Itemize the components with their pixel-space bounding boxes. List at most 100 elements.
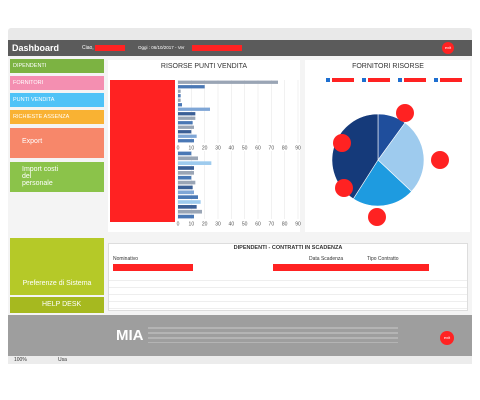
- menu-item[interactable]: PUNTI VENDITA: [10, 93, 104, 107]
- tile-label: Export: [22, 138, 43, 145]
- bar: [178, 89, 181, 93]
- x-tick-label: 10: [189, 221, 195, 227]
- bar: [178, 85, 205, 89]
- menu-item[interactable]: RICHIESTE ASSENZA: [10, 110, 104, 124]
- redacted: [368, 78, 390, 82]
- bar: [178, 205, 197, 209]
- chart-title: FORNITORI RISORSE: [352, 63, 424, 70]
- status-bar: 100% Usa: [8, 356, 472, 364]
- exit-button[interactable]: exit: [442, 42, 454, 54]
- header: Dashboard Ciao, Oggi : 06/10/2017 - Ver …: [8, 40, 472, 56]
- greeting: Ciao,: [82, 45, 94, 51]
- bar: [178, 190, 194, 195]
- bar: [178, 80, 278, 84]
- x-tick-label: 80: [282, 221, 288, 227]
- pie-slice: [352, 159, 412, 207]
- bar: [178, 94, 181, 98]
- bar: [178, 116, 196, 120]
- redacted: [368, 208, 386, 226]
- x-tick-label: 40: [229, 221, 235, 227]
- x-tick-label: 70: [269, 145, 275, 151]
- preferences-tile[interactable]: Preferenze di Sistema: [10, 238, 104, 295]
- header-title: Dashboard: [12, 43, 60, 53]
- redacted: [113, 264, 193, 271]
- bar: [178, 130, 192, 134]
- table: DIPENDENTI - CONTRATTI IN SCADENZA Nomin…: [108, 243, 468, 311]
- redacted: [333, 134, 351, 152]
- bar: [178, 171, 194, 175]
- x-tick-label: 30: [215, 145, 221, 151]
- x-tick-label: 0: [177, 145, 180, 151]
- legend-swatch: [398, 78, 402, 82]
- bar: [178, 151, 192, 156]
- x-tick-label: 10: [189, 145, 195, 151]
- footer-logo: MIA: [116, 327, 144, 344]
- x-tick-label: 20: [202, 145, 208, 151]
- bar: [178, 103, 182, 107]
- legend-swatch: [434, 78, 438, 82]
- bar: [178, 195, 198, 199]
- bar: [178, 180, 196, 185]
- x-tick-label: 90: [295, 145, 301, 151]
- redacted: [431, 151, 449, 169]
- bar: [178, 121, 193, 125]
- x-tick-label: 90: [295, 221, 301, 227]
- date: Oggi : 06/10/2017 - Ver: [138, 45, 185, 50]
- pie-slice: [377, 122, 425, 192]
- redacted: [192, 45, 242, 51]
- footer: MIA exit: [8, 315, 472, 356]
- column-header: Tipo Contratto: [367, 256, 399, 262]
- bar: [178, 156, 198, 161]
- tile-label: Preferenze di Sistema: [22, 280, 92, 287]
- bar: [178, 185, 193, 190]
- mode: Usa: [58, 357, 67, 363]
- x-tick-label: 20: [202, 221, 208, 227]
- chart-title: RISORSE PUNTI VENDITA: [161, 63, 248, 70]
- x-tick-label: 50: [242, 221, 248, 227]
- x-tick-label: 60: [255, 221, 261, 227]
- bar: [178, 161, 212, 165]
- help-tile[interactable]: HELP DESK: [10, 297, 104, 313]
- redacted: [335, 179, 353, 197]
- tile-label: Import costi del personale: [22, 166, 59, 187]
- import-tile[interactable]: Import costi del personale: [10, 162, 104, 192]
- tile-label: HELP DESK: [42, 301, 82, 308]
- column-header: Nominativo: [113, 256, 139, 262]
- legend-swatch: [326, 78, 330, 82]
- bar: [178, 209, 202, 214]
- bar: [178, 125, 194, 129]
- table-rows: [109, 274, 467, 310]
- redacted: [332, 78, 354, 82]
- window-titlebar: [8, 28, 472, 40]
- bar: [178, 200, 201, 204]
- bar: [178, 214, 194, 219]
- x-tick-label: 80: [282, 145, 288, 151]
- zoom: 100%: [14, 357, 27, 363]
- column-header: Data Scadenza: [309, 256, 344, 262]
- x-tick-label: 70: [269, 221, 275, 227]
- x-tick-label: 30: [215, 221, 221, 227]
- legend-swatch: [362, 78, 366, 82]
- redacted: [110, 80, 175, 222]
- bar: [178, 107, 210, 111]
- exit-button[interactable]: exit: [440, 331, 454, 345]
- table-title: DIPENDENTI - CONTRATTI IN SCADENZA: [233, 245, 343, 251]
- footer-text: [148, 327, 398, 343]
- bar: [178, 98, 181, 102]
- menu-item[interactable]: DIPENDENTI: [10, 59, 104, 73]
- redacted: [95, 45, 125, 51]
- bar: [178, 139, 194, 143]
- x-tick-label: 40: [229, 145, 235, 151]
- export-tile[interactable]: Export: [10, 128, 104, 158]
- redacted: [404, 78, 426, 82]
- menu-item[interactable]: FORNITORI: [10, 76, 104, 90]
- redacted: [396, 104, 414, 122]
- redacted: [440, 78, 462, 82]
- x-tick-label: 60: [255, 145, 261, 151]
- x-tick-label: 0: [177, 221, 180, 227]
- redacted: [273, 264, 429, 271]
- bar: [178, 134, 197, 138]
- bar: [178, 175, 192, 180]
